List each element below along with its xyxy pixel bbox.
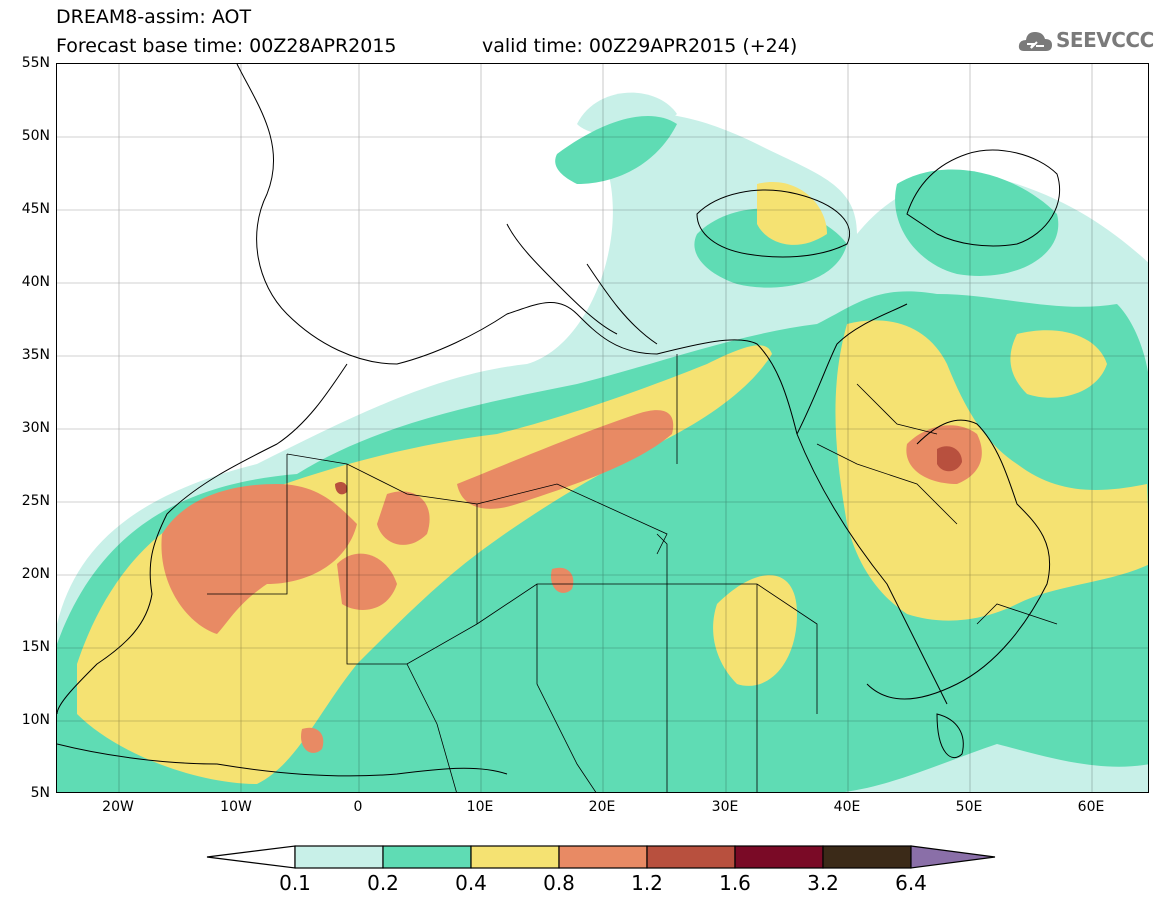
- colorbar-swatch-0.2: [382, 845, 472, 869]
- lon-label-60e: 60E: [1077, 799, 1105, 815]
- colorbar-swatch-3.2: [822, 845, 912, 869]
- colorbar-label-0.1: 0.1: [279, 871, 311, 895]
- lon-label-20w: 20W: [102, 799, 134, 815]
- aot-band-1.2: [335, 446, 962, 495]
- country-borders: [207, 354, 1058, 792]
- lat-label-50n: 50N: [21, 128, 50, 144]
- lon-label-40e: 40E: [833, 799, 861, 815]
- lat-label-45n: 45N: [21, 201, 50, 217]
- colorbar-swatch-0.8: [558, 845, 648, 869]
- lat-label-55n: 55N: [21, 55, 50, 71]
- colorbar-swatch-0.4: [470, 845, 560, 869]
- lat-label-15n: 15N: [21, 639, 50, 655]
- aot-contour-map: [57, 64, 1148, 792]
- valid-time: valid time: 00Z29APR2015 (+24): [482, 35, 798, 57]
- coastlines: [57, 64, 1061, 777]
- lat-label-30n: 30N: [21, 420, 50, 436]
- logo-text: SEEVCCC: [1056, 28, 1154, 52]
- lat-label-10n: 10N: [21, 712, 50, 728]
- lat-label-40n: 40N: [21, 274, 50, 290]
- colorbar-label-6.4: 6.4: [895, 871, 927, 895]
- lat-label-5n: 5N: [30, 785, 50, 801]
- lon-label-30e: 30E: [711, 799, 739, 815]
- colorbar-label-0.8: 0.8: [543, 871, 575, 895]
- lon-label-10w: 10W: [220, 799, 252, 815]
- colorbar-upper-arrow: [910, 845, 996, 869]
- graticule: [57, 64, 1148, 792]
- cloud-logo-icon: [1018, 32, 1052, 51]
- colorbar-label-0.4: 0.4: [455, 871, 487, 895]
- colorbar-swatch-0.1: [294, 845, 384, 869]
- lon-label-50e: 50E: [955, 799, 983, 815]
- colorbar-lower-arrow: [206, 845, 296, 869]
- lat-label-20n: 20N: [21, 566, 50, 582]
- colorbar-label-3.2: 3.2: [807, 871, 839, 895]
- colorbar-label-1.6: 1.6: [719, 871, 751, 895]
- colorbar-label-1.2: 1.2: [631, 871, 663, 895]
- colorbar-swatch-1.2: [646, 845, 736, 869]
- map-title: DREAM8-assim: AOT: [56, 6, 252, 28]
- colorbar-swatch-1.6: [734, 845, 824, 869]
- colorbar-label-0.2: 0.2: [367, 871, 399, 895]
- lat-label-25n: 25N: [21, 493, 50, 509]
- forecast-base-time: Forecast base time: 00Z28APR2015: [56, 35, 397, 57]
- lon-label-10e: 10E: [466, 799, 494, 815]
- lon-label-20e: 20E: [588, 799, 616, 815]
- seevccc-logo: SEEVCCC: [1018, 24, 1158, 58]
- lon-label-0: 0: [353, 799, 363, 815]
- lat-label-35n: 35N: [21, 347, 50, 363]
- aot-map: [56, 63, 1149, 793]
